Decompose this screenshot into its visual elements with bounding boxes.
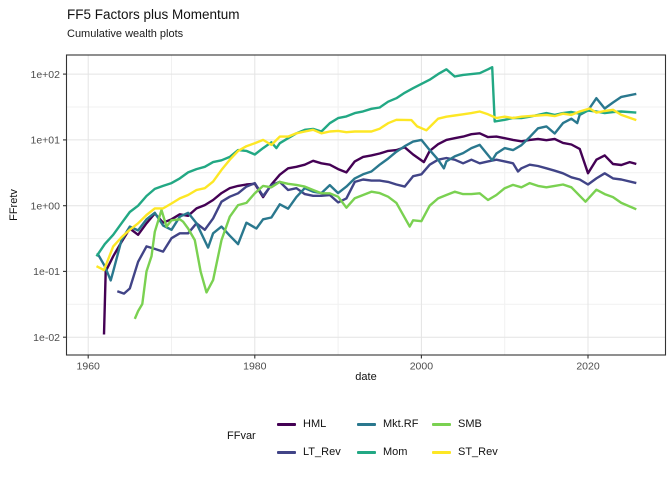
legend-label-st-rev: ST_Rev: [458, 446, 498, 458]
legend-label-hml: HML: [303, 418, 327, 430]
plot-area: 1960 1980 2000 2020 1e+02 1e+01 1e+00 1e-01 1e-0…: [31, 54, 667, 373]
y-tick-label: 1e+00: [31, 201, 61, 213]
chart-subtitle: Cumulative wealth plots: [67, 28, 184, 40]
legend-key-line-lt-rev: [277, 450, 296, 454]
legend-key-line-st-rev: [432, 450, 451, 454]
series-line-HML: [102, 132, 637, 335]
series-line-SMB: [133, 180, 637, 320]
y-tick-label: 1e+01: [31, 135, 61, 147]
chart-title: FF5 Factors plus Momentum: [67, 7, 240, 22]
legend-item-mom: Mom: [357, 444, 407, 460]
legend-key-line-smb: [432, 422, 451, 426]
legend-key-line-mkt-rf: [357, 422, 376, 426]
x-tick-label: 2000: [410, 361, 434, 373]
y-tick-label: 1e+02: [31, 69, 61, 81]
series-line-Mkt.RF: [96, 92, 637, 282]
legend-item-hml: HML: [277, 416, 326, 432]
y-axis-title: FFretv: [8, 189, 20, 221]
x-tick-label: 2020: [576, 361, 600, 373]
legend-label-mkt-rf: Mkt.RF: [383, 418, 419, 430]
legend-title: FFvar: [227, 430, 256, 442]
y-tick-label: 1e-02: [33, 332, 60, 344]
x-tick-label: 1960: [77, 361, 101, 373]
legend-key-line-hml: [277, 422, 296, 426]
legend-item-mkt-rf: Mkt.RF: [357, 416, 418, 432]
series-line-Mom: [95, 66, 637, 257]
legend-item-lt-rev: LT_Rev: [277, 444, 341, 460]
panel-border: [65, 54, 667, 356]
y-tick-label: 1e-01: [33, 266, 60, 278]
legend-item-st-rev: ST_Rev: [432, 444, 498, 460]
legend-label-mom: Mom: [383, 446, 408, 458]
legend-key-line-mom: [357, 450, 376, 454]
x-axis-title: date: [355, 371, 377, 383]
legend-item-smb: SMB: [432, 416, 482, 432]
series-line-ST_Rev: [95, 107, 637, 272]
series-line-LT_Rev: [116, 156, 637, 295]
x-tick-label: 1980: [243, 361, 267, 373]
legend-label-lt-rev: LT_Rev: [303, 446, 341, 458]
legend-label-smb: SMB: [458, 418, 482, 430]
